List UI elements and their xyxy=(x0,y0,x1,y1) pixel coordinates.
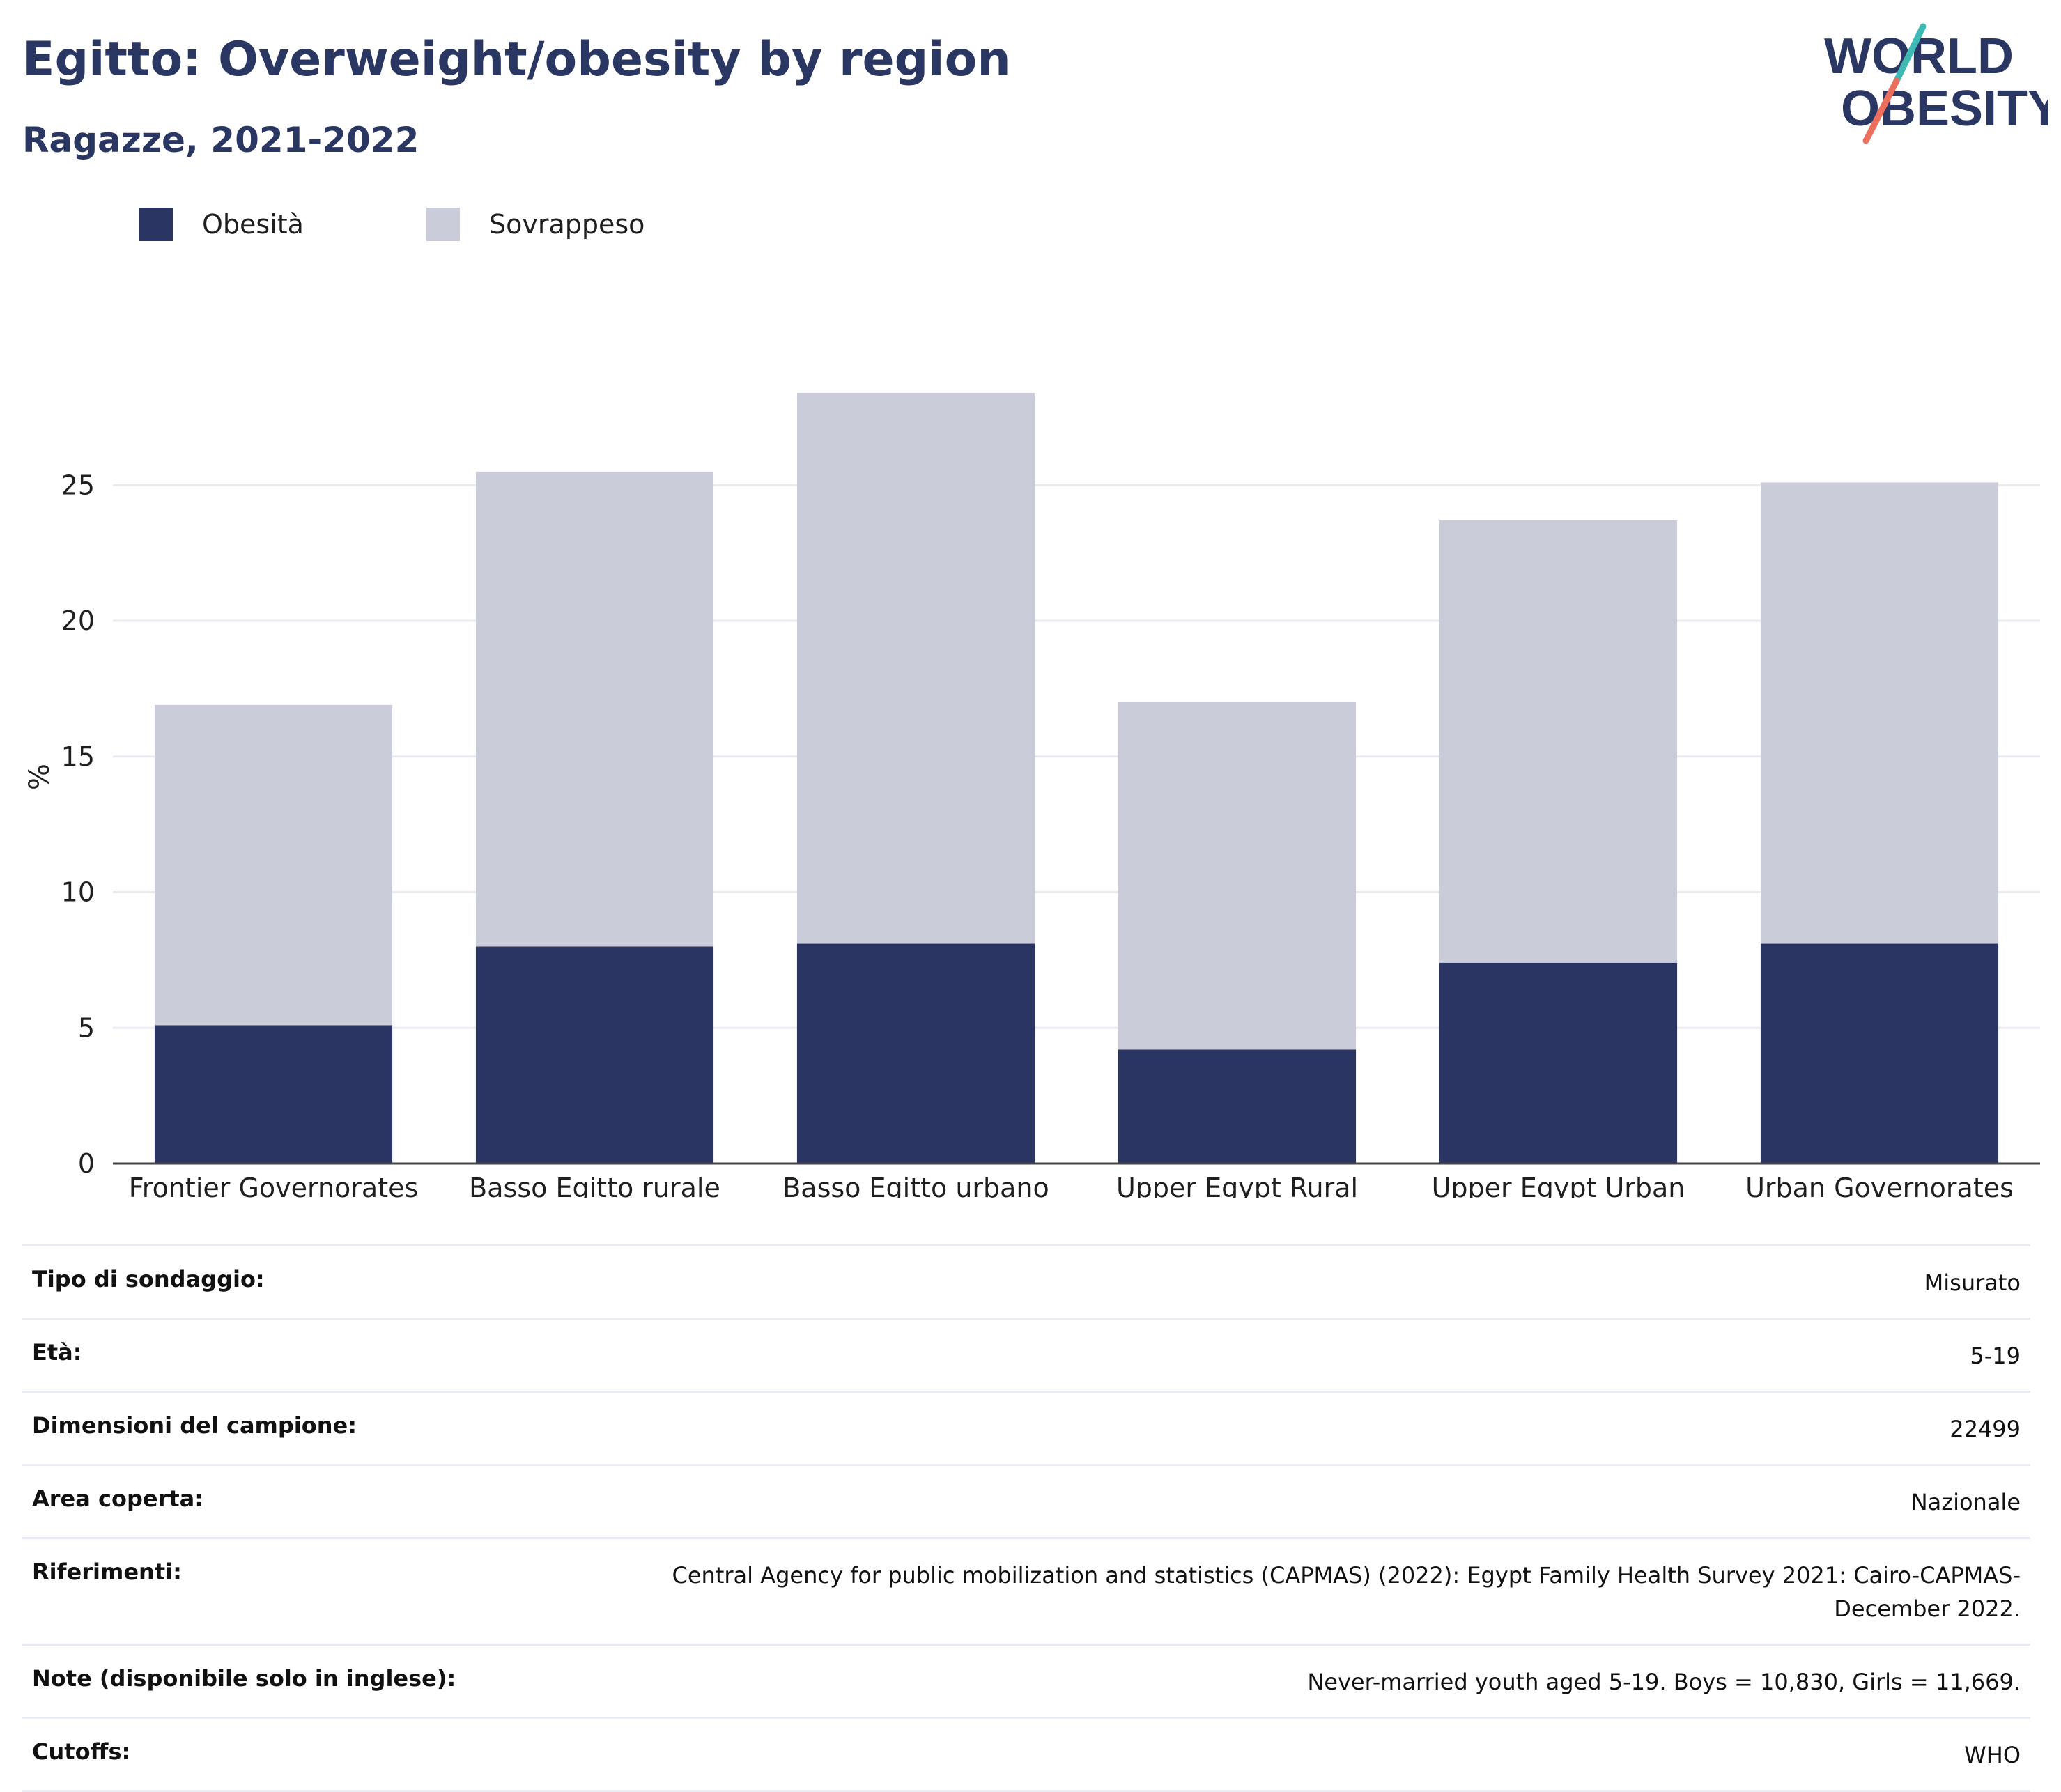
bar-obesity[interactable] xyxy=(796,943,1035,1164)
info-row: Area coperta: Nazionale xyxy=(22,1464,2030,1537)
y-tick-label: 10 xyxy=(61,877,95,908)
info-value: 22499 xyxy=(1950,1416,2021,1442)
info-label: Dimensioni del campione: xyxy=(32,1412,357,1439)
bar-overweight[interactable] xyxy=(475,471,714,947)
info-label: Cutoffs: xyxy=(32,1738,131,1765)
x-tick-label: Upper Egypt Rural xyxy=(1116,1173,1358,1198)
logo-slash-red xyxy=(1862,77,1900,144)
bar-overweight[interactable] xyxy=(1760,482,1999,944)
info-label: Tipo di sondaggio: xyxy=(32,1266,265,1292)
x-tick-label: Frontier Governorates xyxy=(129,1173,419,1198)
info-row: Cutoffs: WHO xyxy=(22,1717,2030,1792)
info-row: Riferimenti: Central Agency for public mo… xyxy=(22,1537,2030,1644)
info-row: Età: 5-19 xyxy=(22,1318,2030,1391)
bar-overweight[interactable] xyxy=(1118,702,1357,1050)
page-subtitle: Ragazze, 2021-2022 xyxy=(22,120,419,160)
info-label: Età: xyxy=(32,1339,82,1366)
bar-overweight[interactable] xyxy=(796,392,1035,944)
bar-overweight[interactable] xyxy=(1439,520,1678,963)
y-axis-title: % xyxy=(24,764,56,790)
x-tick-label: Basso Egitto urbano xyxy=(782,1173,1049,1198)
legend-swatch-obesity xyxy=(139,208,173,241)
y-tick-label: 25 xyxy=(61,470,95,500)
info-row: Dimensioni del campione: 22499 xyxy=(22,1391,2030,1464)
bar-obesity[interactable] xyxy=(154,1025,393,1164)
stacked-bar-chart: 0 5 10 15 20 25% Frontier Governorates Basso Eg… xyxy=(24,392,2040,1198)
y-tick-label: 5 xyxy=(78,1012,95,1043)
info-value: Misurato xyxy=(1924,1269,2021,1296)
x-tick-label: Basso Egitto rurale xyxy=(469,1173,720,1198)
info-value: Never-married youth aged 5-19. Boys = 10… xyxy=(1307,1669,2021,1695)
y-tick-label: 0 xyxy=(78,1148,95,1179)
survey-info-table: Tipo di sondaggio: Misurato Età: 5-19 Dimens… xyxy=(22,1244,2030,1792)
info-label: Area coperta: xyxy=(32,1485,204,1512)
bar-obesity[interactable] xyxy=(1760,943,1999,1164)
legend-swatch-overweight xyxy=(426,208,460,241)
legend-label-obesity: Obesità xyxy=(202,209,304,240)
legend-label-overweight: Sovrappeso xyxy=(489,209,645,240)
info-value: Nazionale xyxy=(1911,1489,2021,1515)
info-label: Riferimenti: xyxy=(32,1559,182,1585)
x-tick-label: Urban Governorates xyxy=(1745,1173,2014,1198)
logo-slash-teal xyxy=(1892,23,1927,87)
y-tick-label: 20 xyxy=(61,605,95,636)
bar-obesity[interactable] xyxy=(1439,962,1678,1164)
world-obesity-logo: WORLD OBESITY xyxy=(1824,23,2048,144)
info-value: WHO xyxy=(1964,1742,2021,1768)
x-tick-label: Upper Egypt Urban xyxy=(1432,1173,1685,1198)
y-tick-label: 15 xyxy=(61,741,95,772)
bar-obesity[interactable] xyxy=(1118,1049,1357,1164)
page-title: Egitto: Overweight/obesity by region xyxy=(22,32,1011,87)
bar-overweight[interactable] xyxy=(154,704,393,1026)
info-row: Tipo di sondaggio: Misurato xyxy=(22,1244,2030,1318)
bar-obesity[interactable] xyxy=(475,946,714,1164)
info-value: 5-19 xyxy=(1970,1343,2021,1369)
info-value: Central Agency for public mobilization a… xyxy=(672,1562,2021,1622)
info-label: Note (disponibile solo in inglese): xyxy=(32,1665,456,1692)
info-row: Note (disponibile solo in inglese): Never… xyxy=(22,1644,2030,1717)
